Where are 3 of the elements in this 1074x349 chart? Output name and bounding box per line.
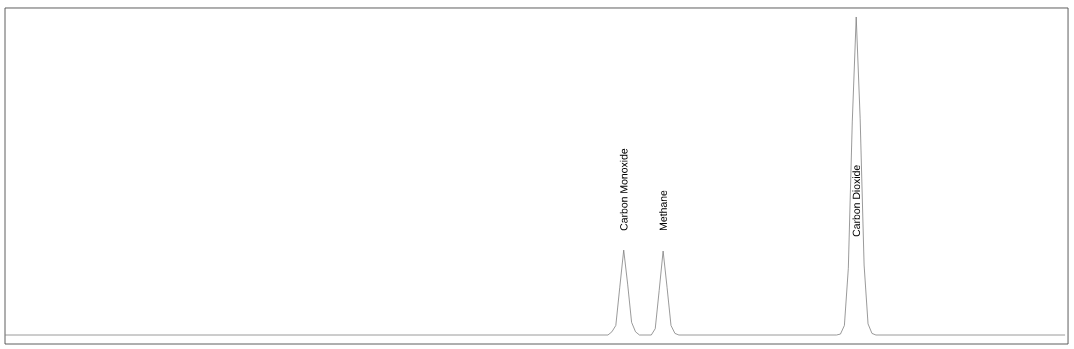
annotation: Carbon Dioxide (852, 165, 861, 237)
annotation: Methane (659, 190, 667, 230)
annotation: Carbon Monoxide (619, 148, 628, 231)
